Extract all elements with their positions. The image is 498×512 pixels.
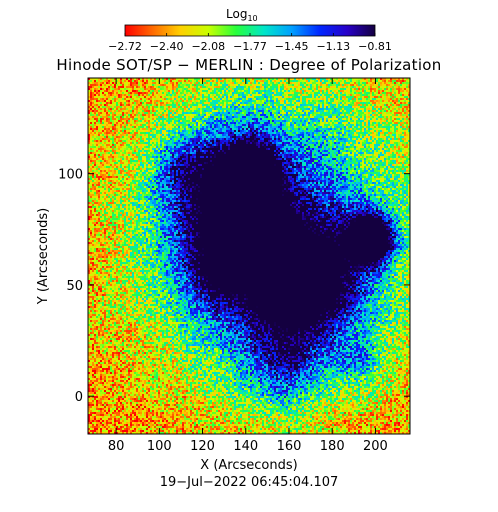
x-tick-label: 200 xyxy=(363,439,388,454)
y-axis: 0 50 100 xyxy=(58,168,410,405)
y-axis-label: Y (Arcseconds) xyxy=(36,208,51,305)
colorbar-ticks: −2.72 −2.40 −2.08 −1.77 −1.45 −1.13 −0.81 xyxy=(108,33,392,53)
x-tick-label: 100 xyxy=(147,439,172,454)
chart-title: Hinode SOT/SP − MERLIN : Degree of Polar… xyxy=(56,56,441,74)
polarization-map xyxy=(88,78,410,434)
colorbar-tick-label: −2.40 xyxy=(150,40,184,53)
y-tick-label: 0 xyxy=(75,390,83,405)
x-tick-label: 140 xyxy=(233,439,258,454)
y-tick-label: 100 xyxy=(58,168,83,183)
colorbar-tick-label: −2.72 xyxy=(108,40,142,53)
x-tick-label: 120 xyxy=(190,439,215,454)
x-axis-label: X (Arcseconds) xyxy=(200,458,297,473)
heatmap-image xyxy=(88,78,410,434)
y-tick-label: 50 xyxy=(66,279,83,294)
x-tick-label: 160 xyxy=(277,439,302,454)
x-tick-label: 180 xyxy=(320,439,345,454)
colorbar-tick-label: −2.08 xyxy=(191,40,225,53)
plot-frame xyxy=(87,77,411,435)
timestamp: 19−Jul−2022 06:45:04.107 xyxy=(160,475,339,490)
colorbar-tick-label: −1.45 xyxy=(275,40,309,53)
colorbar-tick-label: −1.77 xyxy=(233,40,267,53)
x-axis: 80 100 120 140 160 180 200 xyxy=(108,78,388,454)
colorbar-tick-label: −1.13 xyxy=(316,40,350,53)
x-tick-label: 80 xyxy=(108,439,125,454)
colorbar-title-subscript: 10 xyxy=(247,14,257,23)
colorbar-tick-label: −0.81 xyxy=(358,40,392,53)
colorbar-title: Log10 xyxy=(226,7,258,23)
